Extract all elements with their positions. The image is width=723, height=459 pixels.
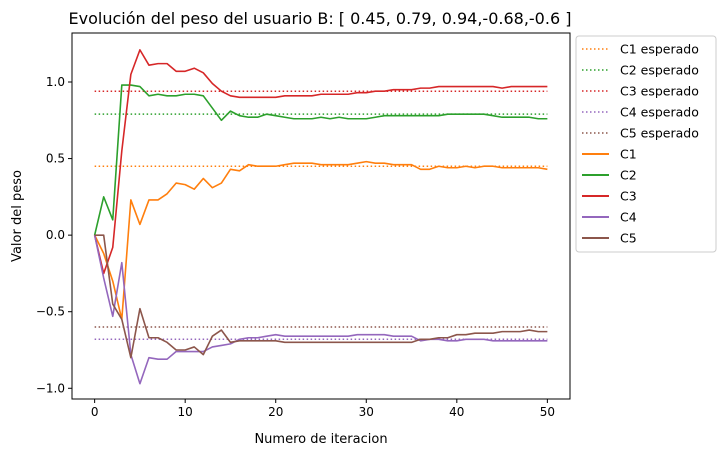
series-line-c1 [93, 160, 548, 321]
x-tick-label: 0 [91, 405, 99, 419]
y-axis-label: Valor del peso [10, 170, 25, 262]
y-tick-label: 0.5 [46, 152, 65, 166]
x-tick-label: 20 [268, 405, 283, 419]
legend-label: C4 esperado [620, 105, 699, 120]
y-tick-label: −1.0 [36, 381, 65, 395]
chart-title: Evolución del peso del usuario B: [ 0.45… [69, 9, 572, 28]
y-tick-label: 0.0 [46, 228, 65, 242]
series-line-c4 [93, 234, 548, 385]
series-line-c5 [94, 234, 548, 359]
legend-frame [575, 35, 717, 253]
x-tick-label: 30 [359, 405, 374, 419]
series-line-c3 [93, 49, 548, 275]
legend-label: C3 [620, 189, 637, 204]
legend-label: C1 [620, 147, 637, 162]
plot-area [71, 32, 571, 400]
x-tick-label: 40 [449, 405, 464, 419]
legend-label: C2 [620, 168, 637, 183]
x-tick-label: 50 [540, 405, 555, 419]
axes: 0 10 20 30 40 50 −1.0 −0.5 0.0 0.5 1.0 [36, 75, 555, 419]
y-tick-label: −0.5 [36, 305, 65, 319]
series-lines [93, 49, 548, 385]
x-tick-label: 10 [178, 405, 193, 419]
legend-label: C5 [620, 231, 637, 246]
legend: C1 esperado C2 esperado C3 esperado C4 espe… [575, 35, 717, 253]
plot-frame [71, 32, 571, 400]
legend-label: C4 [620, 210, 637, 225]
legend-label: C1 esperado [620, 42, 699, 57]
legend-label: C3 esperado [620, 84, 699, 99]
legend-label: C2 esperado [620, 63, 699, 78]
series-line-c2 [93, 84, 548, 236]
x-axis-label: Numero de iteracion [254, 432, 387, 447]
legend-label: C5 esperado [620, 126, 699, 141]
y-tick-label: 1.0 [46, 75, 65, 89]
